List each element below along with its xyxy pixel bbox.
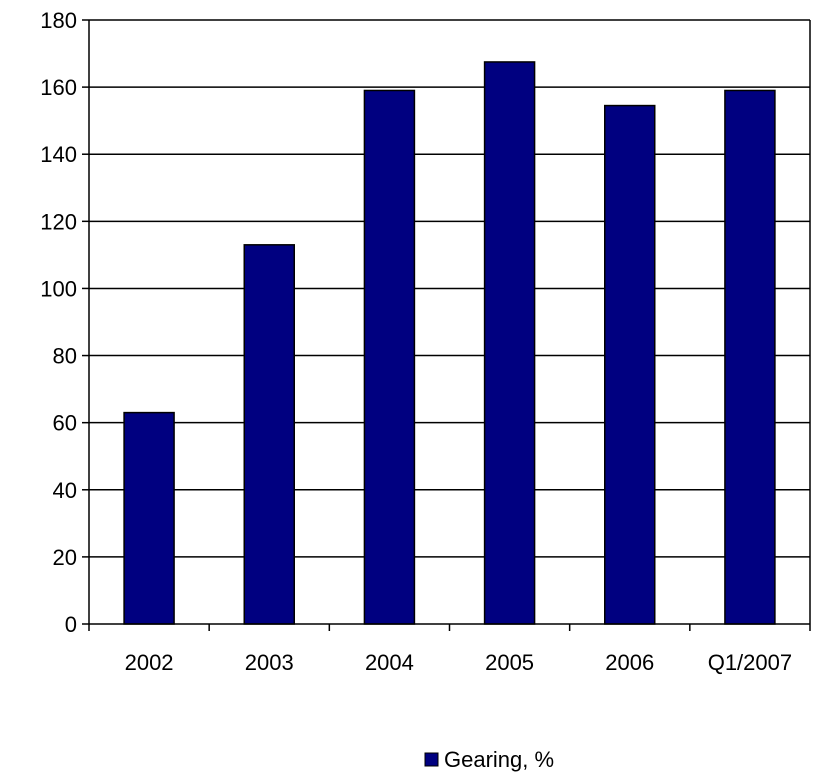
legend-swatch (424, 752, 439, 767)
x-tick-label: Q1/2007 (708, 650, 792, 675)
bars (123, 61, 776, 625)
bar (604, 104, 656, 625)
y-tick-label: 100 (40, 276, 77, 301)
x-tick-label: 2003 (245, 650, 294, 675)
axes (82, 19, 811, 631)
x-tick-labels: 2002 2003 2004 2005 2006 Q1/2007 (125, 650, 793, 675)
x-tick-label: 2005 (485, 650, 534, 675)
x-tick-label: 2004 (365, 650, 414, 675)
y-tick-labels: 0 20 40 60 80 100 120 140 160 180 (40, 8, 77, 637)
x-tick-label: 2006 (605, 650, 654, 675)
gridlines (89, 19, 810, 558)
x-tick-label: 2002 (125, 650, 174, 675)
y-tick-label: 140 (40, 142, 77, 167)
bar (483, 61, 536, 625)
y-tick-label: 80 (53, 344, 77, 369)
bar (724, 89, 776, 625)
y-tick-label: 40 (53, 478, 77, 503)
y-tick-label: 60 (53, 411, 77, 436)
legend: Gearing, % (424, 747, 554, 772)
legend-label: Gearing, % (444, 747, 554, 772)
bar (123, 411, 175, 625)
bar (243, 244, 295, 625)
y-tick-label: 20 (53, 545, 77, 570)
y-tick-label: 120 (40, 209, 77, 234)
y-tick-label: 0 (65, 612, 77, 637)
bar (363, 89, 416, 625)
y-tick-label: 160 (40, 75, 77, 100)
y-tick-label: 180 (40, 8, 77, 33)
